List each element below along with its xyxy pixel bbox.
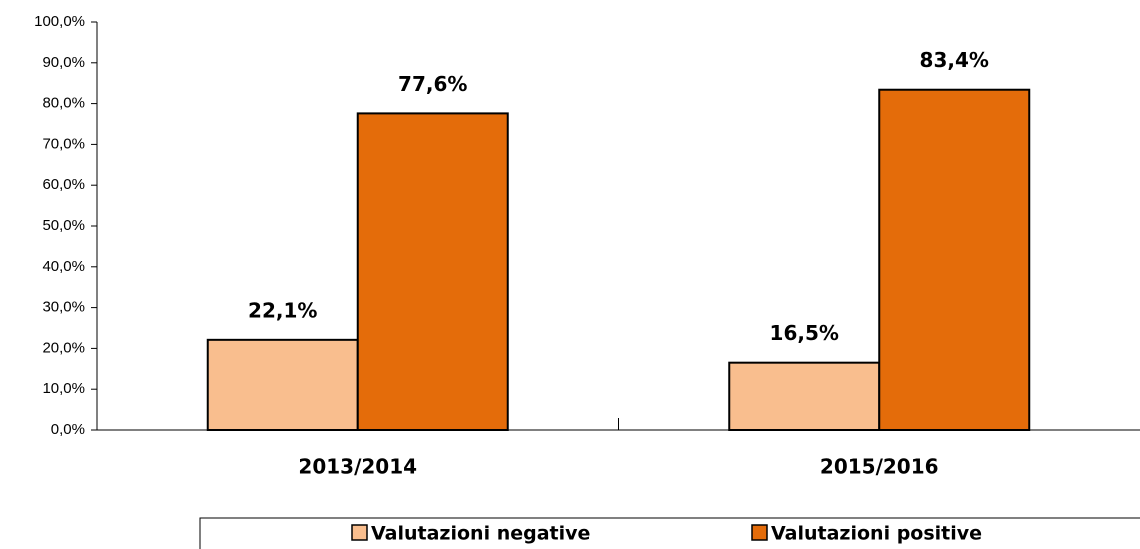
x-tick-label: 2015/2016 — [820, 455, 939, 479]
y-tick-label: 40,0% — [42, 258, 85, 275]
y-tick-label: 20,0% — [42, 339, 85, 356]
bar — [878, 88, 1031, 431]
y-tick-label: 10,0% — [42, 380, 85, 397]
value-label: 16,5% — [770, 321, 839, 345]
legend-swatch — [751, 524, 768, 541]
legend-swatch — [351, 524, 368, 541]
y-tick-label: 70,0% — [42, 135, 85, 152]
bar — [728, 361, 881, 431]
legend-label: Valutazioni negative — [371, 523, 590, 545]
y-tick-label: 30,0% — [42, 299, 85, 316]
y-tick-label: 80,0% — [42, 95, 85, 112]
x-tick-label: 2013/2014 — [298, 455, 417, 479]
legend-label: Valutazioni positive — [771, 523, 982, 545]
y-tick-label: 90,0% — [42, 54, 85, 71]
value-label: 77,6% — [398, 72, 467, 96]
bar — [206, 338, 359, 431]
bar — [356, 112, 509, 431]
value-label: 22,1% — [248, 298, 317, 322]
y-tick-label: 0,0% — [51, 421, 85, 438]
y-tick-label: 60,0% — [42, 176, 85, 193]
y-tick-label: 100,0% — [34, 13, 85, 30]
legend-box — [199, 517, 1140, 549]
y-tick-label: 50,0% — [42, 217, 85, 234]
value-label: 83,4% — [920, 48, 989, 72]
